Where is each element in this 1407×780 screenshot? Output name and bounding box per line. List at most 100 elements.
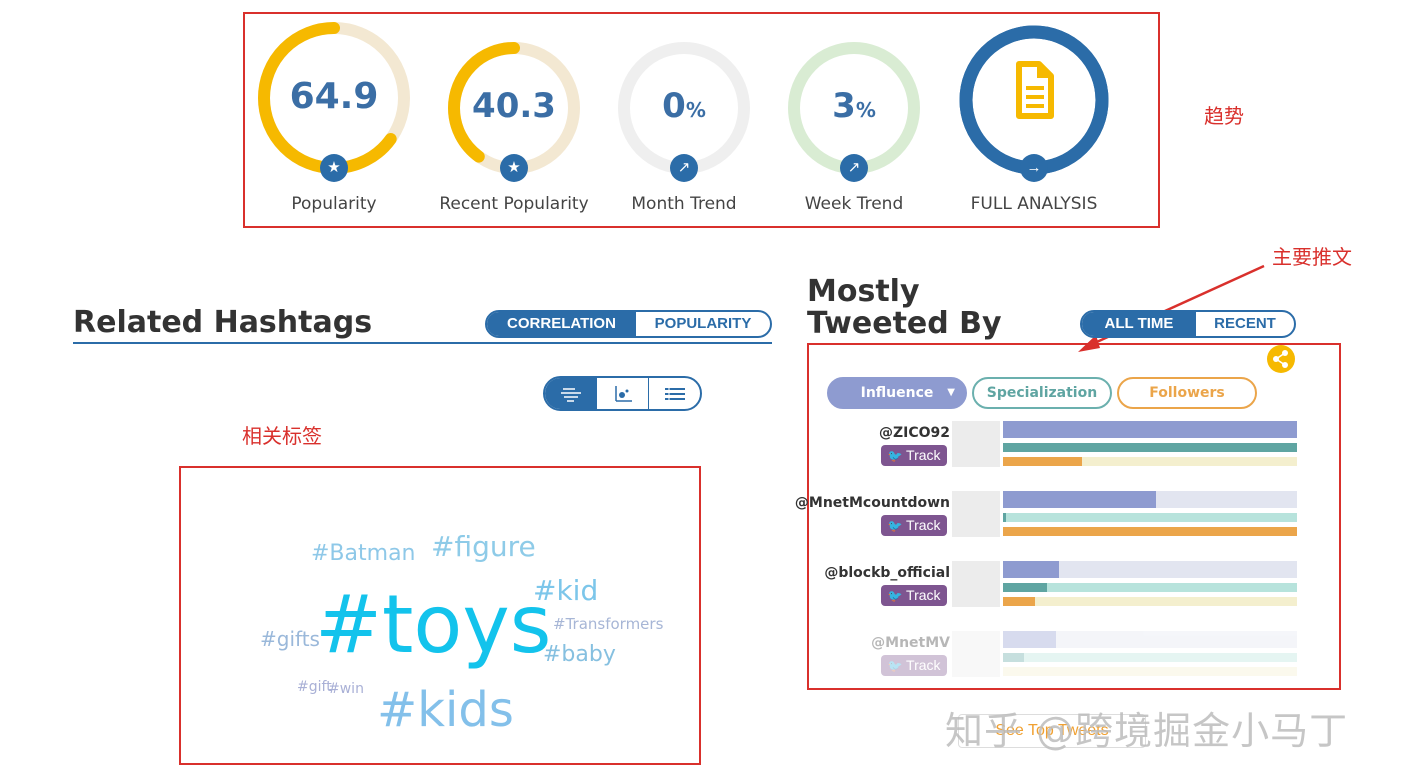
user-row: @blockb_official 🐦 Track (809, 561, 1343, 625)
avatar (952, 631, 1000, 677)
influence-bar (1003, 421, 1297, 438)
chevron-down-icon: ▼ (947, 387, 955, 398)
specialization-bar-fill (1003, 583, 1048, 592)
user-row: @ZICO92 🐦 Track (809, 421, 1343, 485)
metrics-panel (243, 12, 1160, 228)
gauge-label: Recent Popularity (439, 194, 589, 214)
gauge-progress-arc (448, 42, 580, 174)
filter-followers[interactable]: Followers (1117, 377, 1257, 409)
gauge-unit: % (855, 98, 876, 122)
hashtag-kids[interactable]: #kids (377, 682, 514, 738)
toggle-popularity[interactable]: POPULARITY (654, 315, 752, 332)
followers-bar-fill (1003, 457, 1083, 466)
twitter-icon: 🐦 (887, 449, 903, 463)
user-handle[interactable]: @blockb_official (824, 565, 950, 581)
filter-influence[interactable]: Influence ▼ (827, 377, 967, 409)
followers-bar (1003, 597, 1297, 606)
track-button[interactable]: 🐦 Track (881, 515, 947, 536)
twitter-icon: 🐦 (887, 659, 903, 673)
toggle-correlation[interactable]: CORRELATION (487, 312, 636, 336)
track-button[interactable]: 🐦 Track (881, 445, 947, 466)
related-sort-toggle: CORRELATION POPULARITY (485, 310, 772, 338)
trend-icon: ↗ (840, 154, 868, 182)
toggle-all-time[interactable]: ALL TIME (1082, 312, 1196, 336)
users-panel: Influence ▼ Specialization Followers @ZI… (795, 343, 1343, 690)
gauge-week-trend: 3% ↗ Week Trend (769, 10, 939, 214)
followers-bar-fill (1003, 597, 1036, 606)
share-icon[interactable] (1267, 345, 1295, 373)
influence-bar (1003, 631, 1297, 648)
filter-specialization[interactable]: Specialization (972, 377, 1112, 409)
document-icon (1016, 61, 1054, 119)
twitter-icon: 🐦 (887, 519, 903, 533)
gauge-month-trend: 0% ↗ Month Trend (599, 10, 769, 214)
twitter-icon: 🐦 (887, 589, 903, 603)
avatar (952, 421, 1000, 467)
hashtag-gift[interactable]: #gift (297, 679, 332, 695)
track-label: Track (906, 447, 941, 463)
track-button[interactable]: 🐦 Track (881, 585, 947, 606)
influence-bar-fill (1003, 561, 1059, 578)
gauge-number: 64.9 (289, 76, 379, 117)
gauge-value: 40.3 (429, 86, 599, 126)
filter-influence-label: Influence (860, 385, 934, 401)
gauge-label: Popularity (291, 194, 377, 214)
track-label: Track (906, 657, 941, 673)
specialization-bar-fill (1003, 653, 1024, 662)
annotation-main-tweets: 主要推文 (1272, 245, 1352, 269)
list-view-icon[interactable] (648, 378, 700, 409)
influence-bar (1003, 491, 1297, 508)
gauge-full-analysis[interactable]: → FULL ANALYSIS (949, 10, 1119, 214)
toggle-recent[interactable]: RECENT (1214, 315, 1276, 332)
hashtag-baby[interactable]: #baby (543, 642, 616, 667)
gauge-label: Week Trend (804, 194, 904, 214)
see-top-tweets-button[interactable]: See Top Tweets (958, 714, 1146, 748)
specialization-bar-fill (1003, 513, 1006, 522)
gauge-unit: % (685, 98, 706, 122)
hashtag-win[interactable]: #win (328, 681, 364, 697)
user-handle[interactable]: @MnetMcountdown (794, 495, 950, 511)
star-icon: ★ (320, 154, 348, 182)
followers-bar (1003, 457, 1297, 466)
hashtag-gifts[interactable]: #gifts (260, 627, 320, 651)
annotation-related-tags: 相关标签 (242, 424, 322, 448)
gauge-value: 0% (599, 86, 769, 126)
hashtag-figure[interactable]: #figure (431, 530, 536, 563)
gauge-recent-popularity: 40.3 ★ Recent Popularity (429, 10, 599, 214)
avatar (952, 561, 1000, 607)
gauge-popularity: 64.9 ★ Popularity (249, 10, 419, 214)
track-button[interactable]: 🐦 Track (881, 655, 947, 676)
hashtag-transformers[interactable]: #Transformers (553, 615, 664, 633)
hashtag-toys[interactable]: #toys (315, 578, 552, 671)
trend-icon: ↗ (670, 154, 698, 182)
influence-bar (1003, 561, 1297, 578)
influence-bar-fill (1003, 631, 1056, 648)
user-handle[interactable]: @MnetMV (871, 635, 950, 651)
scatter-view-icon[interactable] (596, 378, 648, 409)
star-icon: ★ (500, 154, 528, 182)
specialization-bar-fill (1003, 443, 1297, 452)
specialization-bar (1003, 583, 1297, 592)
watermark: 知乎 @跨境掘金小马丁 (945, 709, 1349, 753)
followers-bar (1003, 667, 1297, 676)
related-title-rule (73, 342, 772, 344)
annotation-trend: 趋势 (1204, 104, 1244, 128)
specialization-bar (1003, 653, 1297, 662)
track-label: Track (906, 587, 941, 603)
related-hashtags-title: Related Hashtags (73, 305, 373, 340)
gauge-value: 3% (769, 86, 939, 126)
user-row: @MnetMV 🐦 Track (809, 631, 1343, 695)
hashtag-kid[interactable]: #kid (533, 574, 599, 607)
hashtag-batman[interactable]: #Batman (311, 541, 416, 566)
gauge-label: FULL ANALYSIS (970, 194, 1098, 214)
tweeted-title-line1: Mostly (807, 274, 920, 309)
gauge-number: 40.3 (472, 86, 556, 126)
influence-bar-fill (1003, 491, 1156, 508)
gauge-number: 0 (662, 86, 686, 126)
followers-bar (1003, 527, 1297, 536)
user-handle[interactable]: @ZICO92 (878, 425, 950, 441)
view-mode-toggle (543, 376, 702, 411)
specialization-bar (1003, 443, 1297, 452)
cloud-view-icon[interactable] (545, 378, 596, 409)
tweeted-time-toggle: ALL TIME RECENT (1080, 310, 1296, 338)
